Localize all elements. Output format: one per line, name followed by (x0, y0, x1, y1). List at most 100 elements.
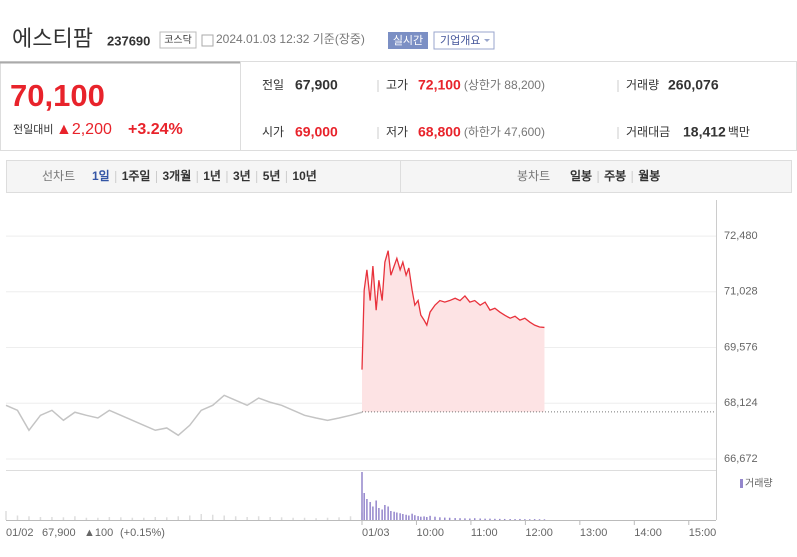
volume-bar (429, 515, 431, 520)
stat-label: 고가 (386, 78, 408, 92)
volume-bar (528, 519, 531, 520)
volume-bar (366, 499, 368, 520)
previous-volume-bar (269, 517, 271, 520)
y-tick-label: 68,124 (724, 397, 758, 409)
period-tab[interactable]: 일봉 (570, 169, 592, 183)
previous-line (5, 394, 363, 437)
volume-bar (402, 514, 404, 520)
volume-bar (494, 518, 496, 520)
previous-volume-bar (5, 511, 7, 520)
volume-bar (459, 518, 461, 520)
x-tick-label: 11:00 (471, 527, 498, 539)
period-tab[interactable]: 1주일 (122, 169, 151, 183)
volume-bar (434, 516, 436, 520)
volume-bar (381, 509, 383, 520)
change-pct: +3.24% (128, 121, 183, 138)
volume-bar (533, 519, 536, 520)
stat-label: 거래대금 (626, 125, 670, 139)
volume-bar (387, 506, 389, 520)
volume-bar (538, 519, 541, 520)
previous-volume-bar (177, 516, 180, 520)
previous-volume-bar (280, 517, 283, 520)
volume-bar (408, 515, 410, 520)
stat-value: 68,800 (418, 124, 461, 140)
x-tick-label: 14:00 (634, 527, 662, 539)
previous-volume-bar (234, 516, 237, 520)
volume-bar (524, 519, 526, 520)
stat-value: 72,100 (418, 77, 461, 93)
x-tick-label: 13:00 (580, 527, 608, 539)
x-tick-label: 10:00 (416, 527, 444, 539)
volume-bar (469, 518, 471, 520)
previous-volume-bar (62, 517, 65, 520)
volume-bar (454, 518, 456, 520)
period-tab[interactable]: 5년 (263, 169, 281, 183)
previous-volume-bar (166, 517, 168, 520)
x-tick-label: 12:00 (525, 527, 553, 539)
y-tick-label: 72,480 (724, 230, 758, 242)
y-tick-label: 66,672 (724, 453, 758, 465)
period-tab[interactable]: 주봉 (604, 169, 626, 183)
x-tick-label: 15:00 (689, 527, 717, 539)
volume-bar (405, 514, 407, 520)
previous-volume-bar (223, 515, 225, 520)
previous-close: 67,900 (42, 527, 76, 539)
volume-bar (378, 508, 380, 520)
volume-bar (361, 472, 363, 520)
area (362, 250, 545, 412)
previous-volume-bar (338, 517, 340, 520)
stock-name: 에스티팜 (12, 26, 93, 51)
previous-volume-bar (200, 514, 202, 520)
period-tab[interactable]: 월봉 (638, 168, 660, 183)
volume-bar (423, 516, 425, 520)
price-line (361, 250, 545, 370)
previous-volume-bar (349, 516, 352, 520)
previous-volume-bar (97, 517, 99, 520)
previous-volume-bar (120, 517, 122, 520)
previous-volume-bar (303, 517, 306, 520)
legend-swatch (740, 479, 743, 488)
volume-bar (390, 511, 392, 520)
company-button[interactable] (433, 31, 495, 50)
dropdown-arrow (484, 39, 490, 42)
period-tab[interactable]: 3년 (233, 169, 251, 183)
market: 코스닥 (164, 34, 192, 46)
price: 70,100 (10, 78, 105, 113)
period-tab[interactable]: 3개월 (162, 168, 191, 183)
volume-bar (473, 518, 476, 520)
volume-bar (393, 511, 395, 520)
volume-bar (363, 493, 365, 520)
realtime[interactable]: 실시간 (393, 34, 423, 47)
volume-bar (420, 516, 422, 520)
volume-bar (444, 517, 446, 520)
previous-volume-bar (51, 517, 53, 520)
previous-change-pct: (+0.15%) (120, 527, 165, 539)
stat-label: 전일 (262, 78, 284, 92)
previous-volume-bar (39, 517, 42, 520)
market-badge (159, 31, 197, 49)
stock-code: 237690 (107, 33, 150, 48)
company[interactable]: 기업개요 (440, 34, 480, 47)
volume-bar (369, 502, 371, 520)
period-tab[interactable]: 1일 (92, 169, 110, 183)
y-tick-label: 69,576 (724, 341, 758, 353)
tab-bar (6, 160, 792, 193)
period-tab[interactable]: 1년 (203, 169, 221, 183)
volume-bar (503, 518, 506, 520)
volume-bar (514, 519, 516, 520)
stat-note: (상한가 88,200) (464, 78, 545, 92)
period-tab[interactable]: 10년 (292, 169, 316, 183)
realtime-badge[interactable] (388, 32, 428, 49)
tab-group: 선차트 (42, 169, 75, 183)
volume-bar (411, 513, 413, 520)
previous-volume-bar (246, 517, 248, 520)
volume-bar (426, 517, 428, 520)
calendar-icon (201, 34, 214, 47)
previous-change: ▲100 (84, 527, 113, 539)
quote-time: 2024.01.03 12:32 기준(장중) (216, 32, 365, 46)
previous-label: 01/02 (6, 527, 34, 539)
previous-volume-bar (131, 517, 134, 520)
stat-value: 260,076 (668, 77, 719, 93)
volume-bar (479, 518, 481, 520)
